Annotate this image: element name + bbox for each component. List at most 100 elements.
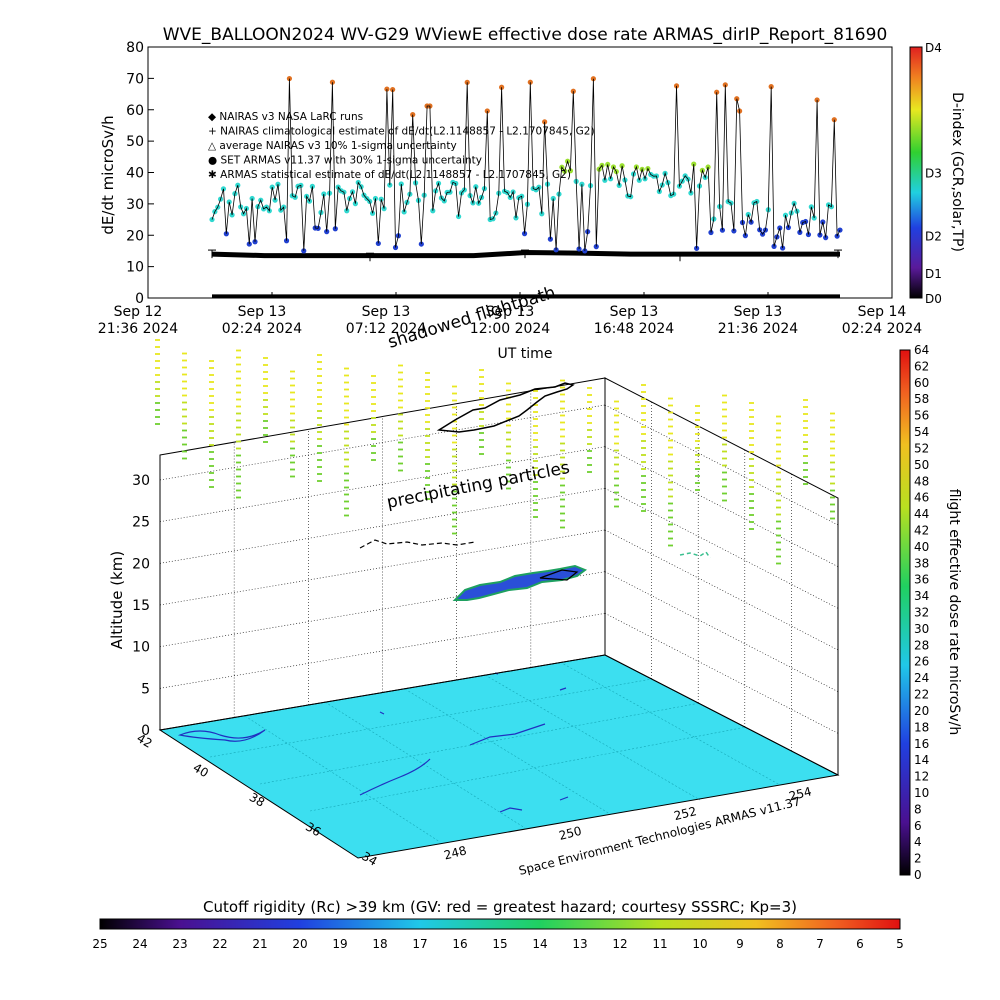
side-wall [604,377,839,776]
altitude-axis-label: Altitude (km) [108,551,126,649]
x-tick-time: 12:00 2024 [470,321,551,337]
y-tick-label: 30 [126,197,144,213]
dose-colorbar-tick: 56 [914,409,929,423]
x-tick-day: Sep 13 [610,304,659,320]
altitude-tick-label: 10 [132,640,150,656]
x-tick-day: Sep 13 [486,304,535,320]
x-tick-time: 02:24 2024 [222,321,303,337]
dose-colorbar-tick: 20 [914,704,929,718]
altitude-ticks: 0 5 10 15 20 25 30 [132,473,150,739]
dose-colorbar-tick: 0 [914,868,922,882]
legend-entry: ◆ NAIRAS v3 NASA LaRC runs [208,111,363,123]
ground-plane [158,654,840,859]
y-tick-label: 20 [126,228,144,244]
alt-grid-line [159,446,606,522]
dose-colorbar-tick: 58 [914,392,929,406]
y-tick-label: 70 [126,71,144,87]
dose-colorbar-tick: 12 [914,770,929,784]
dose-colorbar-tick: 64 [914,343,929,357]
d-index-tick: D4 [925,41,942,55]
dose-colorbar-tick: 60 [914,376,929,390]
dose-rate-y-axis-label: dE/dt microSv/h [99,115,117,234]
rigidity-tick-label: 13 [572,937,587,951]
rigidity-colorbar-group: Cutoff rigidity (Rc) >39 km (GV: red = g… [92,898,903,951]
data-point [249,195,255,202]
precipitating-particles-label: precipitating particles [385,458,571,513]
alt-grid-line [159,571,606,647]
rigidity-tick-label: 16 [452,937,467,951]
data-point [831,117,837,123]
data-point [527,79,533,85]
dose-colorbar-tick: 10 [914,786,929,800]
dose-colorbar-tick: 44 [914,507,929,521]
dose-colorbar-tick: 40 [914,540,929,554]
dose-colorbar-tick: 18 [914,720,929,734]
dose-colorbar-tick: 22 [914,688,929,702]
rigidity-tick-label: 11 [652,937,667,951]
d-index-label: D-index (GCR,solar,TP) [949,92,965,252]
rigidity-colorbar [99,918,901,930]
d-index-ticks: D0 D1 D2 D3 D4 [925,41,942,306]
data-point [691,161,697,167]
dose-colorbar [899,349,911,876]
data-point [286,75,293,82]
data-point [547,236,553,242]
legend-entry: + NAIRAS climatological estimate of dE/d… [208,126,595,138]
dose-rate-x-axis-label: UT time [498,346,553,362]
x-tick-day: Sep 13 [734,304,783,320]
data-point [694,245,700,251]
rigidity-tick-label: 25 [92,937,107,951]
d-index-tick: D2 [925,229,942,243]
x-tick-day: Sep 13 [238,304,287,320]
y-tick-label: 10 [126,260,144,276]
d-index-tick: D3 [925,167,942,181]
rigidity-tick-label: 19 [332,937,347,951]
rigidity-tick-label: 23 [172,937,187,951]
precipitating-particle-columns [155,339,835,565]
dose-colorbar-tick: 52 [914,441,929,455]
latitude-tick-label: 40 [191,760,211,780]
rigidity-tick-label: 12 [612,937,627,951]
x-tick-time: 02:24 2024 [842,321,923,337]
data-point [329,79,336,85]
armas-flight-track [452,564,588,601]
rigidity-tick-label: 24 [132,937,147,951]
x-tick-time: 16:48 2024 [594,321,675,337]
d-index-tick: D1 [925,267,942,281]
latitude-tick-label: 42 [134,731,154,751]
legend-entry: ✱ ARMAS statistical estimate of dE/dt(L2… [208,169,571,181]
rigidity-tick-label: 5 [896,937,904,951]
dose-colorbar-label: flight effective dose rate microSv/h [946,489,962,735]
altitude-tick-label: 5 [141,681,150,697]
dose-colorbar-tick: 48 [914,474,929,488]
data-point [484,108,490,114]
rigidity-tick-label: 21 [252,937,267,951]
x-tick-day: Sep 13 [362,304,411,320]
d-index-tick: D0 [925,292,942,306]
rigidity-tick-label: 10 [692,937,707,951]
dose-rate-y-ticks: 0 10 20 30 40 50 60 70 80 [126,40,154,307]
dose-rate-legend: ◆ NAIRAS v3 NASA LaRC runs + NAIRAS clima… [208,111,595,181]
dose-colorbar-tick: 42 [914,523,929,537]
series-line [211,249,840,259]
latitude-tick-label: 34 [359,849,379,869]
figure-title: WVE_BALLOON2024 WV-G29 WViewE effective … [163,25,888,45]
dose-colorbar-tick: 30 [914,622,929,636]
rigidity-tick-label: 7 [816,937,824,951]
rigidity-tick-label: 14 [532,937,547,951]
rigidity-tick-label: 20 [292,937,307,951]
dose-colorbar-tick: 34 [914,589,929,603]
y-tick-label: 40 [126,166,144,182]
data-point [390,86,396,93]
y-tick-label: 60 [126,103,144,119]
data-point [283,238,290,244]
dose-colorbar-tick: 14 [914,753,929,767]
latitude-tick-label: 38 [247,790,267,810]
rigidity-colorbar-title: Cutoff rigidity (Rc) >39 km (GV: red = g… [203,898,797,916]
dose-colorbar-tick: 32 [914,606,929,620]
legend-entry: ● SET ARMAS v11.37 with 30% 1-sigma unce… [208,155,482,167]
data-point [375,240,381,247]
